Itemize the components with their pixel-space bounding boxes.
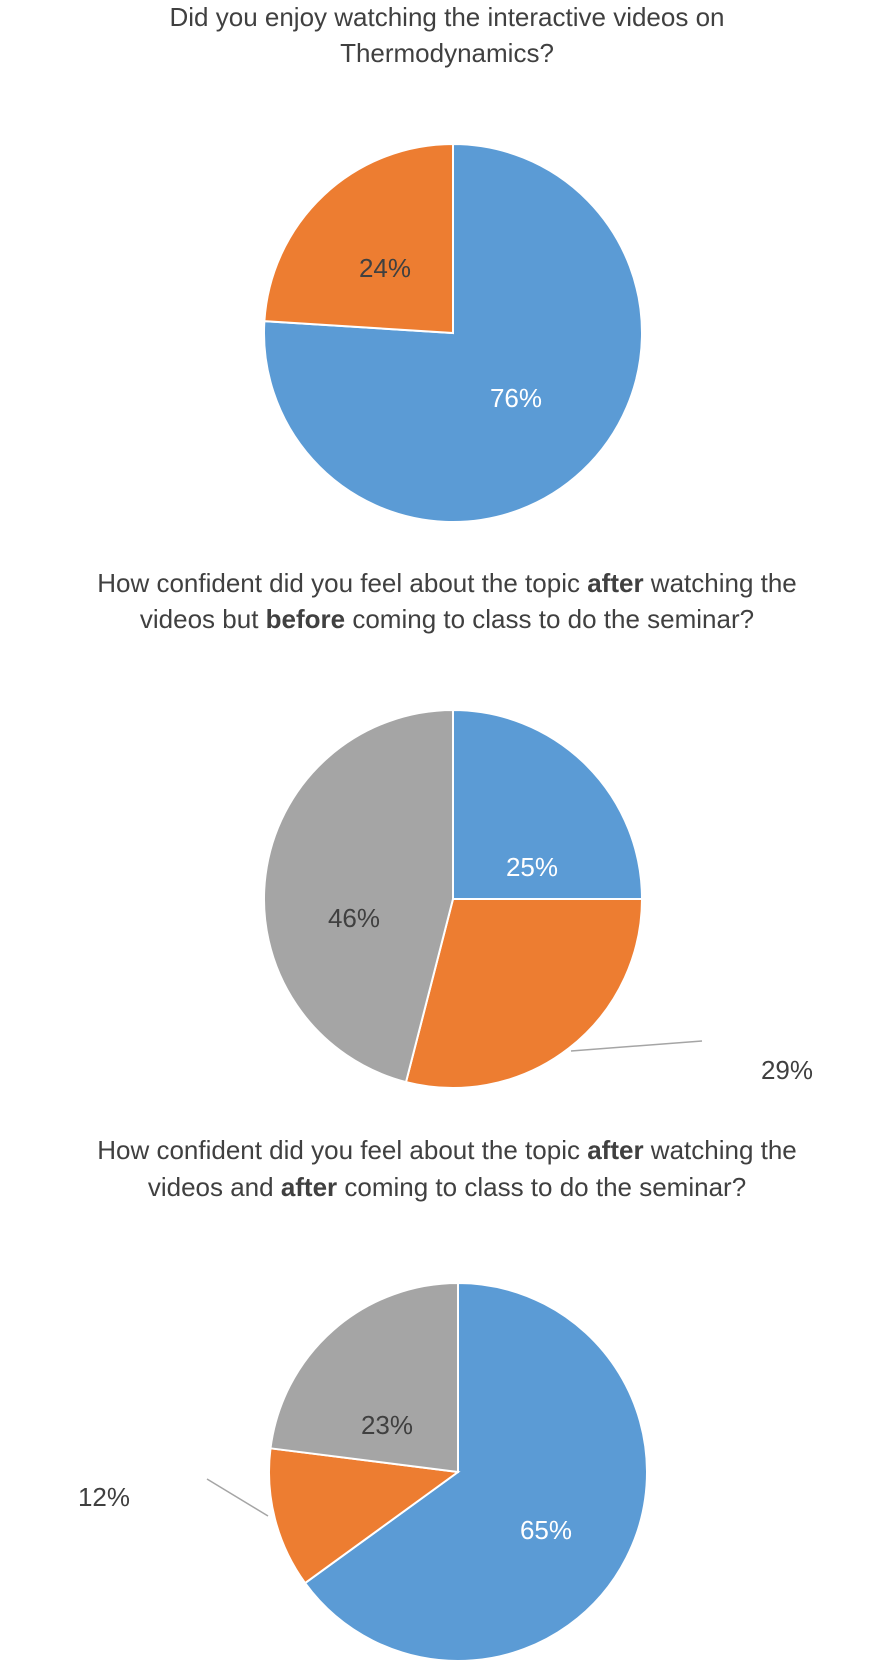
pie-slice	[452, 708, 644, 900]
pie-slice	[303, 1281, 648, 1662]
title-run: coming to class to do the seminar?	[345, 604, 754, 634]
slice-value-label: 24%	[359, 253, 411, 283]
leader-line	[570, 1040, 703, 1052]
slice-value-label: 12%	[78, 1482, 130, 1512]
title-run: before	[266, 604, 345, 634]
title-run: watching the	[644, 1135, 797, 1165]
leader-line	[206, 1478, 269, 1517]
slice-value-label: 23%	[361, 1410, 413, 1440]
title-run: after	[587, 1135, 643, 1165]
slice-value-label: 29%	[761, 1055, 813, 1085]
title-run: after	[281, 1172, 337, 1202]
slice-value-label: 65%	[520, 1515, 572, 1545]
pie-slice	[268, 1447, 461, 1585]
pie-slice	[269, 1281, 459, 1474]
slice-value-label: 46%	[328, 903, 380, 933]
chart-title: How confident did you feel about the top…	[97, 568, 797, 598]
title-run: How confident did you feel about the top…	[97, 1135, 587, 1165]
pie-slice	[263, 142, 454, 335]
title-run: Did you enjoy watching the interactive v…	[170, 2, 725, 32]
title-run: videos but	[140, 604, 266, 634]
title-run: after	[587, 568, 643, 598]
slice-value-label: 76%	[490, 383, 542, 413]
chart-title: Thermodynamics?	[340, 38, 554, 68]
title-run: Thermodynamics?	[340, 38, 554, 68]
chart-title: Did you enjoy watching the interactive v…	[170, 2, 725, 32]
pie-slice	[404, 898, 644, 1089]
slice-value-label: 25%	[506, 852, 558, 882]
pie-slice	[263, 708, 454, 1084]
chart-title: videos and after coming to class to do t…	[148, 1172, 746, 1202]
title-run: coming to class to do the seminar?	[337, 1172, 746, 1202]
title-run: watching the	[644, 568, 797, 598]
chart-title: How confident did you feel about the top…	[97, 1135, 797, 1165]
title-run: videos and	[148, 1172, 281, 1202]
chart-title: videos but before coming to class to do …	[140, 604, 754, 634]
title-run: How confident did you feel about the top…	[97, 568, 587, 598]
